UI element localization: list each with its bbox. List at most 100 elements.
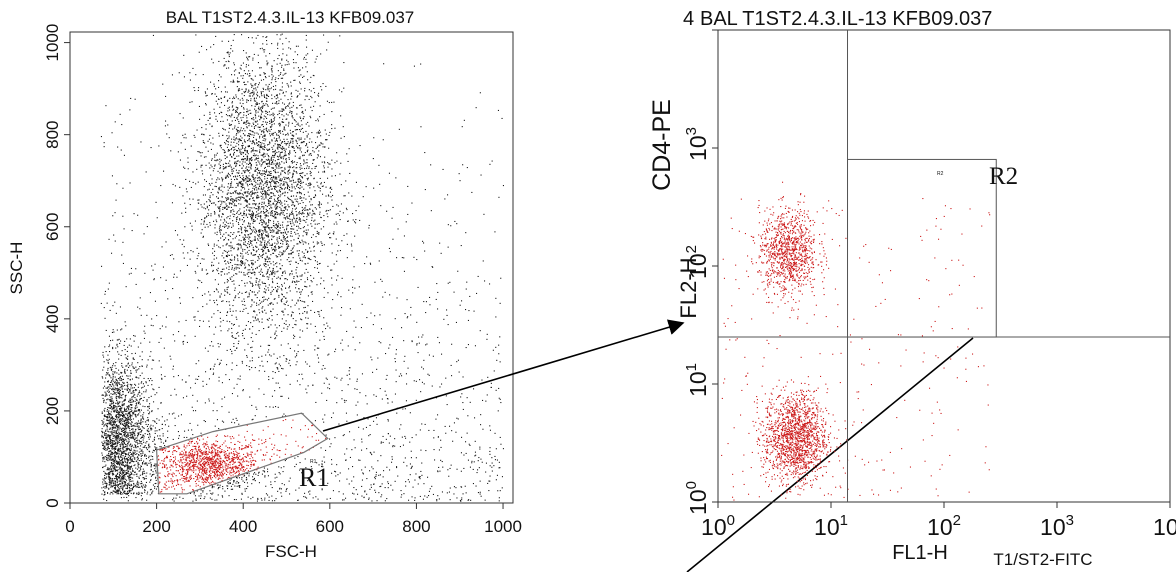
- gated-event-dot: [261, 459, 263, 461]
- event-dot: [257, 34, 259, 36]
- event-dot: [273, 231, 275, 233]
- event-dot: [240, 265, 242, 267]
- event-dot: [272, 215, 274, 217]
- event-dot: [251, 160, 253, 162]
- gated-event-dot: [212, 467, 214, 469]
- gated-event-dot: [193, 454, 195, 456]
- event-dot: [251, 184, 253, 186]
- event-dot: [329, 187, 331, 189]
- event-dot: [212, 492, 214, 494]
- event-dot: [219, 484, 221, 486]
- event-dot: [221, 213, 223, 215]
- event-dot: [272, 167, 274, 169]
- event-dot: [286, 213, 288, 215]
- gated-event-dot: [223, 460, 225, 462]
- event-dot: [246, 251, 248, 253]
- event-dot: [265, 208, 267, 210]
- event-dot: [297, 243, 299, 245]
- event-dot: [214, 227, 216, 229]
- event-dot: [273, 132, 275, 134]
- event-dot: [353, 266, 355, 268]
- event-dot: [232, 198, 234, 200]
- event-dot: [236, 254, 238, 256]
- event-dot: [255, 150, 257, 152]
- event-dot: [261, 219, 263, 221]
- event-dot: [281, 161, 283, 163]
- event-dot: [286, 187, 288, 189]
- event-dot: [292, 203, 294, 205]
- event-dot: [275, 232, 277, 234]
- event-dot: [227, 261, 229, 263]
- event-dot: [249, 209, 251, 211]
- event-dot: [243, 272, 245, 274]
- event-dot: [337, 294, 339, 296]
- event-dot: [248, 64, 250, 66]
- event-dot: [264, 167, 266, 169]
- event-dot: [284, 304, 286, 306]
- gated-event-dot: [181, 453, 183, 455]
- event-dot: [312, 147, 314, 149]
- event-dot: [244, 171, 246, 173]
- event-dot: [283, 69, 285, 71]
- event-dot: [227, 107, 229, 109]
- gated-event-dot: [195, 483, 197, 485]
- event-dot: [248, 178, 250, 180]
- gated-event-dot: [172, 466, 174, 468]
- event-dot: [264, 134, 266, 136]
- event-dot: [323, 215, 325, 217]
- event-dot: [259, 264, 261, 266]
- gated-event-dot: [191, 470, 193, 472]
- event-dot: [234, 163, 236, 165]
- event-dot: [252, 131, 254, 133]
- event-dot: [219, 145, 221, 147]
- event-dot: [167, 437, 169, 439]
- event-dot: [229, 215, 231, 217]
- event-dot: [269, 229, 271, 231]
- gated-event-dot: [215, 473, 217, 475]
- event-dot: [271, 98, 273, 100]
- event-dot: [208, 291, 210, 293]
- event-dot: [209, 184, 211, 186]
- event-dot: [279, 145, 281, 147]
- event-dot: [265, 354, 267, 356]
- gated-event-dot: [208, 460, 210, 462]
- event-dot: [251, 360, 253, 362]
- event-dot: [272, 154, 274, 156]
- event-dot: [263, 244, 265, 246]
- gated-event-dot: [199, 477, 201, 479]
- event-dot: [298, 124, 300, 126]
- event-dot: [272, 203, 274, 205]
- event-dot: [269, 227, 271, 229]
- event-dot: [272, 112, 274, 114]
- gated-event-dot: [201, 468, 203, 470]
- event-dot: [261, 130, 263, 132]
- event-dot: [269, 267, 271, 269]
- event-dot: [152, 484, 154, 486]
- event-dot: [299, 82, 301, 84]
- event-dot: [250, 147, 252, 149]
- event-dot: [235, 96, 237, 98]
- event-dot: [265, 128, 267, 130]
- event-dot: [320, 135, 322, 137]
- event-dot: [293, 337, 295, 339]
- event-dot: [220, 111, 222, 113]
- event-dot: [279, 196, 281, 198]
- event-dot: [301, 124, 303, 126]
- event-dot: [282, 130, 284, 132]
- event-dot: [274, 149, 276, 151]
- gated-event-dot: [220, 475, 222, 477]
- event-dot: [228, 137, 230, 139]
- event-dot: [217, 283, 219, 285]
- event-dot: [229, 124, 231, 126]
- gated-event-dot: [184, 476, 186, 478]
- event-dot: [297, 344, 299, 346]
- gated-event-dot: [205, 457, 207, 459]
- event-dot: [313, 250, 315, 252]
- event-dot: [283, 413, 285, 415]
- event-dot: [275, 178, 277, 180]
- event-dot: [297, 233, 299, 235]
- gated-event-dot: [203, 470, 205, 472]
- event-dot: [280, 344, 282, 346]
- event-dot: [183, 257, 185, 259]
- event-dot: [198, 51, 200, 53]
